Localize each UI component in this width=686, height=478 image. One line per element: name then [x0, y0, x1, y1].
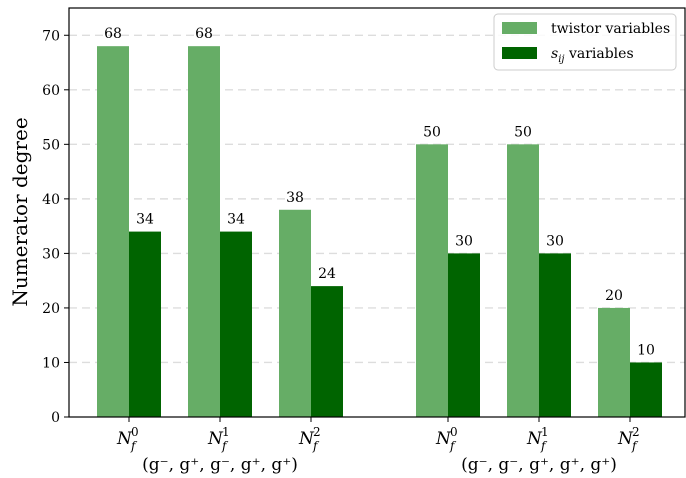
x-tick-label: N 2f	[298, 425, 321, 453]
x-tick-label-base: N	[298, 429, 315, 449]
x-tick-label: N 2f	[617, 425, 640, 453]
bar-twistor	[279, 209, 311, 417]
data-label: 30	[455, 233, 473, 249]
group-label: (g⁻, g⁻, g⁺, g⁺, g⁺)	[461, 455, 617, 475]
bars	[97, 46, 662, 418]
x-tick-label-sup: 1	[541, 425, 549, 439]
data-label: 50	[514, 124, 532, 140]
legend: twistor variables sij variables	[493, 13, 677, 71]
bar-sij	[129, 231, 161, 417]
data-labels: 68 68 38 50 50 20 34 34 24 30 30 10	[104, 26, 655, 358]
legend-swatch-sij	[502, 47, 537, 59]
y-tick-label: 70	[42, 28, 60, 44]
bar-sij	[448, 253, 480, 417]
x-tick-label-sup: 0	[131, 425, 139, 439]
data-label: 30	[546, 233, 564, 249]
y-tick-label: 50	[42, 137, 60, 153]
data-label: 38	[286, 190, 304, 206]
gridlines	[69, 34, 685, 364]
data-label: 68	[195, 26, 213, 42]
y-tick-label: 30	[42, 246, 60, 262]
x-tick-label-base: N	[116, 429, 133, 449]
bar-twistor	[598, 307, 630, 417]
y-tick-label: 10	[42, 355, 60, 371]
x-tick-label-sup: 0	[450, 425, 458, 439]
group-label: (g⁻, g⁺, g⁻, g⁺, g⁺)	[142, 455, 298, 475]
y-tick-label: 40	[42, 192, 60, 208]
legend-label-sij: sij variables	[551, 46, 634, 65]
y-tick-label: 60	[42, 83, 60, 99]
data-label: 24	[318, 266, 336, 282]
bar-sij	[220, 231, 252, 417]
y-tick-label: 0	[51, 410, 60, 426]
data-label: 20	[605, 288, 623, 304]
data-label: 10	[637, 342, 655, 358]
x-tick-label-sub: f	[631, 439, 639, 453]
data-label: 68	[104, 26, 122, 42]
bar-twistor	[416, 144, 448, 418]
x-tick-label-sub: f	[540, 439, 548, 453]
x-tick-label-sup: 2	[632, 425, 640, 439]
x-tick-label-sub: f	[221, 439, 229, 453]
x-tick-label-base: N	[526, 429, 543, 449]
data-label: 34	[136, 212, 154, 228]
bar-twistor	[188, 46, 220, 417]
legend-swatch-twistor	[502, 22, 537, 34]
x-tick-label: N 1f	[207, 425, 230, 453]
legend-frame	[493, 13, 677, 71]
x-axis-ticks: N 0f N 1f N 2f N 0f N 1f N 2f(g⁻, g⁺, g⁻, g⁺, g⁺) (g…	[116, 417, 640, 475]
bar-sij	[539, 253, 571, 417]
bar-sij	[630, 362, 662, 417]
x-tick-label-sub: f	[130, 439, 138, 453]
x-tick-label-base: N	[617, 429, 634, 449]
legend-label-twistor: twistor variables	[551, 21, 670, 37]
x-tick-label-sup: 2	[313, 425, 321, 439]
x-tick-label-sub: f	[449, 439, 457, 453]
y-axis-ticks: 0 10 20 30 40 50 60 70	[42, 28, 69, 426]
data-label: 34	[227, 212, 245, 228]
x-tick-label-base: N	[435, 429, 452, 449]
x-tick-label-base: N	[207, 429, 224, 449]
data-label: 50	[423, 124, 441, 140]
bar-sij	[311, 286, 343, 417]
x-tick-label: N 1f	[526, 425, 549, 453]
x-tick-label-sup: 1	[222, 425, 230, 439]
plot-frame	[68, 7, 686, 418]
x-tick-label: N 0f	[116, 425, 139, 453]
y-tick-label: 20	[42, 301, 60, 317]
x-tick-label: N 0f	[435, 425, 458, 453]
x-tick-label-sub: f	[312, 439, 320, 453]
bar-twistor	[507, 144, 539, 418]
bar-twistor	[97, 46, 129, 417]
y-axis-title: Numerator degree	[8, 117, 32, 306]
